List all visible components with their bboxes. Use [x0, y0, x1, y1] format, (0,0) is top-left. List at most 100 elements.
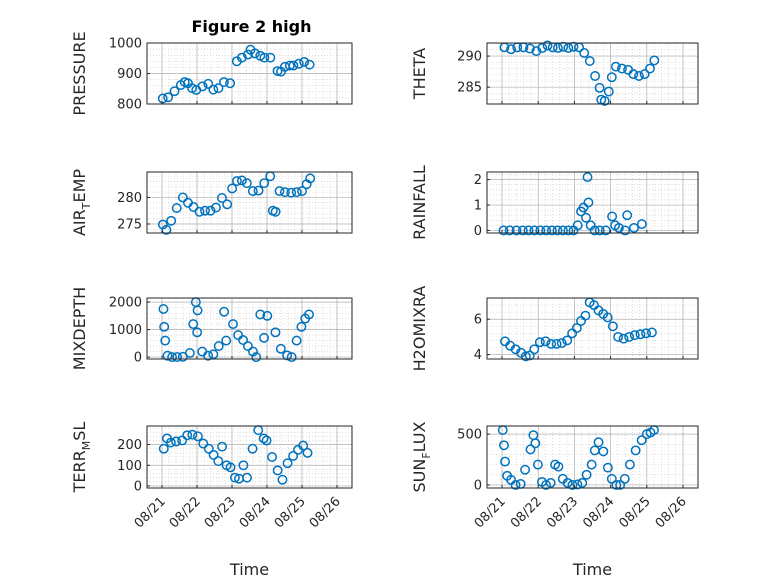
- data-point: [286, 187, 297, 198]
- data-point: [500, 456, 510, 467]
- data-point: [618, 333, 629, 344]
- data-point: [225, 78, 236, 89]
- x-tick-label: 08/26: [307, 494, 344, 531]
- y-tick-label: 290: [457, 50, 482, 65]
- data-point: [232, 176, 242, 186]
- data-point: [511, 225, 522, 236]
- data-point: [172, 352, 183, 363]
- data-point: [236, 52, 247, 63]
- data-point: [192, 431, 203, 442]
- data-point: [242, 341, 253, 352]
- data-point: [594, 225, 605, 236]
- data-point: [613, 222, 624, 233]
- data-point: [589, 225, 600, 236]
- data-point: [208, 449, 219, 460]
- data-point: [216, 193, 227, 203]
- data-point: [624, 331, 635, 342]
- data-point: [636, 219, 647, 230]
- data-point: [211, 202, 221, 213]
- data-point: [158, 304, 169, 314]
- axes-frame: [486, 425, 699, 489]
- y-axis-label: TERRMSL: [70, 422, 93, 494]
- y-tick-label: 275: [117, 217, 142, 232]
- data-point: [590, 71, 601, 81]
- data-point: [282, 350, 293, 361]
- data-point: [619, 473, 630, 484]
- data-point: [247, 443, 258, 454]
- data-point: [259, 332, 270, 343]
- data-point: [517, 225, 528, 236]
- y-axis-label: RAINFALL: [410, 165, 429, 240]
- axes-frame: [146, 171, 353, 234]
- data-point: [162, 350, 173, 361]
- data-point: [499, 440, 509, 451]
- data-point: [184, 348, 195, 358]
- axes-frame: [486, 42, 699, 105]
- x-tick-label: 08/25: [617, 494, 654, 531]
- data-point: [607, 211, 618, 222]
- data-point: [158, 443, 169, 454]
- data-point: [167, 352, 178, 363]
- data-point: [302, 447, 313, 458]
- y-tick-label: 6: [474, 313, 482, 328]
- data-point: [192, 327, 203, 338]
- data-point: [270, 327, 281, 338]
- data-point: [577, 477, 588, 488]
- data-point: [279, 187, 290, 198]
- data-point: [182, 430, 193, 441]
- x-tick-label: 08/25: [272, 494, 309, 531]
- data-point: [567, 480, 578, 490]
- panel-air_temp: 275 280 AIRTEMP: [70, 169, 353, 236]
- y-tick-label: 1000: [109, 37, 142, 52]
- data-point: [641, 328, 651, 339]
- data-point: [584, 56, 595, 67]
- data-point: [198, 438, 209, 449]
- data-point: [213, 341, 224, 352]
- data-point: [242, 472, 252, 483]
- y-tick-label: 900: [117, 67, 142, 82]
- data-point: [208, 84, 219, 95]
- data-point: [622, 210, 633, 221]
- data-point: [219, 77, 229, 87]
- data-point: [288, 451, 299, 461]
- data-point: [229, 472, 240, 483]
- data-point: [583, 197, 594, 208]
- data-point: [297, 186, 307, 197]
- data-point: [562, 477, 573, 488]
- data-point: [286, 352, 297, 363]
- data-point: [602, 312, 613, 323]
- data-point: [261, 435, 272, 446]
- x-tick-label: 08/22: [508, 494, 545, 531]
- data-point: [504, 225, 515, 236]
- data-point: [599, 95, 610, 106]
- data-point: [205, 205, 216, 216]
- data-point: [563, 43, 574, 53]
- data-point: [163, 92, 174, 103]
- data-point: [177, 192, 188, 203]
- y-tick-label: 100: [117, 459, 142, 474]
- data-point: [166, 215, 177, 226]
- data-point: [598, 446, 609, 457]
- data-point: [171, 436, 182, 447]
- data-point: [275, 343, 286, 354]
- data-point: [629, 222, 639, 233]
- data-point: [259, 52, 270, 63]
- data-point: [213, 456, 224, 467]
- data-point: [534, 337, 545, 348]
- data-point: [267, 452, 278, 462]
- data-point: [531, 46, 542, 57]
- panel-sun_flux: 0 500 SUNFLUX 08/21 08/22 08/23 08/24 08/25 08/2…: [410, 421, 699, 579]
- data-point: [602, 462, 613, 473]
- data-point: [188, 319, 199, 330]
- data-point: [305, 173, 316, 184]
- x-axis-label: Time: [572, 560, 612, 579]
- data-point: [542, 40, 553, 51]
- data-point: [628, 69, 639, 80]
- panel-theta: 285 290 THETA: [410, 40, 699, 106]
- data-point: [645, 63, 655, 74]
- data-point: [523, 225, 534, 236]
- data-point: [537, 43, 548, 53]
- x-tick-label: 08/24: [237, 494, 274, 531]
- data-point: [506, 44, 516, 55]
